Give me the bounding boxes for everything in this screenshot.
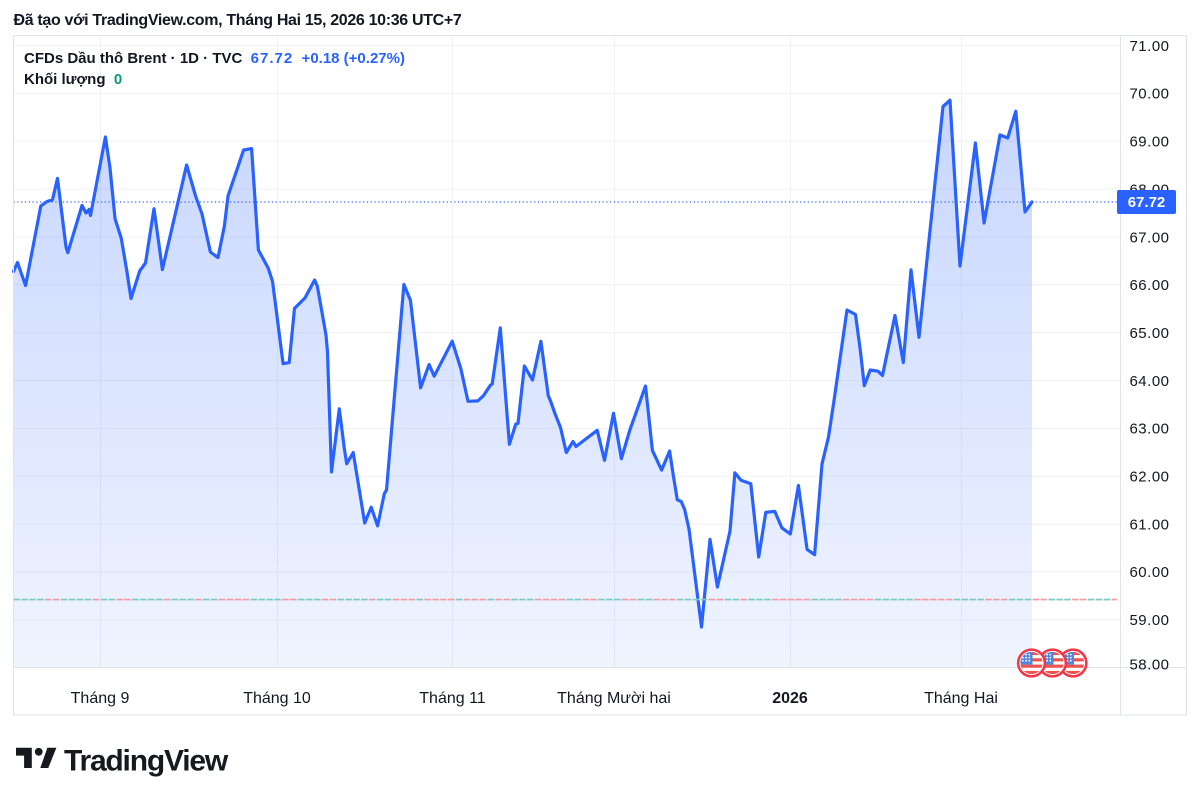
svg-text:Tháng 11: Tháng 11 <box>419 690 486 707</box>
svg-text:2026: 2026 <box>772 690 808 707</box>
svg-text:66.00: 66.00 <box>1129 277 1169 294</box>
svg-text:58.00: 58.00 <box>1129 657 1169 674</box>
svg-text:65.00: 65.00 <box>1129 325 1169 342</box>
svg-text:Tháng Hai: Tháng Hai <box>924 690 998 707</box>
svg-text:60.00: 60.00 <box>1129 564 1169 581</box>
svg-text:TradingView: TradingView <box>64 745 229 778</box>
svg-text:Tháng Mười hai: Tháng Mười hai <box>557 690 671 707</box>
svg-text:61.00: 61.00 <box>1129 516 1169 533</box>
svg-text:63.00: 63.00 <box>1129 421 1169 438</box>
svg-text:62.00: 62.00 <box>1129 469 1169 486</box>
svg-text:59.00: 59.00 <box>1129 612 1169 629</box>
svg-text:71.00: 71.00 <box>1129 38 1169 55</box>
svg-text:64.00: 64.00 <box>1129 373 1169 390</box>
svg-text:70.00: 70.00 <box>1129 86 1169 103</box>
svg-text:67.00: 67.00 <box>1129 229 1169 246</box>
svg-text:69.00: 69.00 <box>1129 134 1169 151</box>
svg-text:Tháng 9: Tháng 9 <box>71 690 130 707</box>
svg-text:67.72: 67.72 <box>1128 194 1166 211</box>
svg-text:Tháng 10: Tháng 10 <box>243 690 311 707</box>
